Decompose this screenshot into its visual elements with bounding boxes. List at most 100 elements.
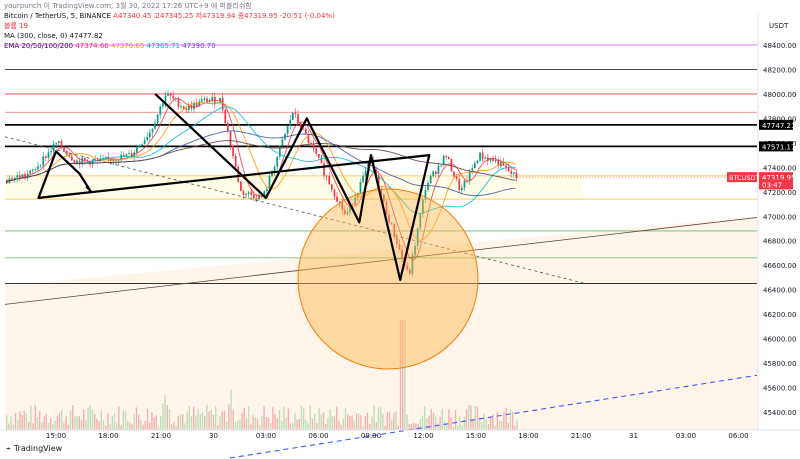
volume-bar [23, 411, 25, 430]
candle-body [65, 150, 68, 155]
volume-bar [494, 425, 496, 430]
volume-bar [309, 404, 311, 430]
volume-bar [256, 418, 259, 430]
volume-bar [261, 416, 263, 430]
symbol-name[interactable]: Bitcoin / TetherUS, 5, BINANCE [4, 12, 111, 20]
candle-body [502, 161, 505, 166]
candle-body [112, 160, 115, 162]
volume-bar [472, 419, 474, 430]
y-tick-label: 46000.00 [763, 336, 796, 344]
candle-body [489, 158, 492, 161]
volume-bar [300, 405, 303, 430]
y-tick-label: 47000.00 [763, 213, 796, 221]
volume-bar [67, 425, 69, 430]
volume-bar [78, 416, 80, 430]
volume-bar [377, 407, 380, 430]
volume-bar [448, 409, 450, 430]
y-tick-label: 45600.00 [763, 385, 796, 393]
candle-body [37, 166, 39, 170]
candle-body [104, 156, 107, 158]
volume-legend[interactable]: 볼륨 19 [4, 21, 335, 31]
candle-body [359, 182, 362, 194]
volume-bar [397, 425, 399, 430]
ema-legend[interactable]: EMA 20/50/100/200 47374.66 47376.65 4736… [4, 41, 335, 51]
candle-body [401, 249, 403, 258]
candle-body [354, 197, 357, 205]
candle-body [73, 160, 76, 164]
candle-body [177, 98, 180, 107]
volume-bar [105, 425, 107, 430]
volume-bar [358, 413, 360, 430]
volume-bar [89, 405, 91, 430]
tradingview-brand[interactable]: ⌁ TradingView [6, 444, 62, 453]
volume-bar [294, 413, 296, 430]
candle-body [234, 156, 237, 167]
trend-zone-fill [5, 216, 757, 430]
y-tick-label: 45800.00 [763, 360, 796, 368]
candle-body [344, 209, 346, 214]
candle-body [24, 174, 26, 177]
volume-bar [476, 406, 479, 430]
volume-bar [14, 413, 17, 430]
candle-body [167, 93, 169, 96]
candle-body [60, 141, 63, 148]
volume-bar [318, 407, 320, 430]
candle-body [341, 202, 344, 210]
volume-bar [496, 412, 498, 430]
volume-bar [351, 415, 353, 430]
volume-bar [507, 423, 509, 430]
candle-body [435, 171, 437, 174]
volume-bar [151, 412, 153, 430]
ma-legend[interactable]: MA (300, close, 0) 47477.82 [4, 31, 335, 41]
candle-body [169, 93, 172, 96]
candle-body [115, 160, 117, 162]
ema200-value: 47390.70 [182, 42, 216, 50]
candle-body [63, 147, 65, 151]
volume-bar [28, 422, 30, 430]
volume-bar [441, 408, 443, 430]
candle-body [123, 154, 125, 157]
x-tick-label: 09:00 [361, 432, 381, 440]
volume-bar [298, 418, 300, 430]
volume-bar [30, 405, 32, 430]
volume-bar [329, 409, 331, 430]
candle-body [6, 179, 8, 184]
volume-bar [485, 418, 487, 430]
candle-body [336, 196, 338, 202]
candle-body [398, 244, 401, 250]
volume-bar [274, 414, 276, 430]
volume-bar [131, 424, 133, 430]
volume-bar [353, 420, 355, 430]
candle-body [154, 123, 156, 129]
volume-bar [124, 411, 127, 430]
y-tick-label: 47200.00 [763, 189, 796, 197]
candle-body [286, 125, 289, 134]
volume-bar [404, 320, 406, 430]
volume-bar [243, 407, 245, 430]
candle-body [263, 191, 266, 198]
candle-body [411, 255, 414, 274]
volume-bar [388, 412, 391, 430]
candle-body [164, 95, 167, 104]
x-tick-label: 21:00 [151, 432, 171, 440]
volume-bar [177, 416, 179, 430]
candle-body [279, 146, 281, 157]
volume-bar [505, 407, 507, 430]
volume-bar [483, 413, 485, 430]
volume-bar [140, 419, 142, 430]
candle-body [299, 122, 302, 129]
volume-bar [474, 406, 476, 430]
volume-bar [230, 389, 232, 430]
volume-bar [408, 424, 410, 430]
volume-bar [355, 413, 358, 430]
candle-body [484, 157, 487, 159]
volume-bar [303, 408, 305, 430]
candle-body [271, 172, 273, 177]
volume-bar [470, 405, 472, 430]
ema100-value: 47365.71 [146, 42, 181, 50]
volume-bar [311, 418, 314, 430]
candle-body [58, 141, 60, 143]
volume-bar [322, 412, 325, 430]
yellow-zone [5, 175, 583, 200]
